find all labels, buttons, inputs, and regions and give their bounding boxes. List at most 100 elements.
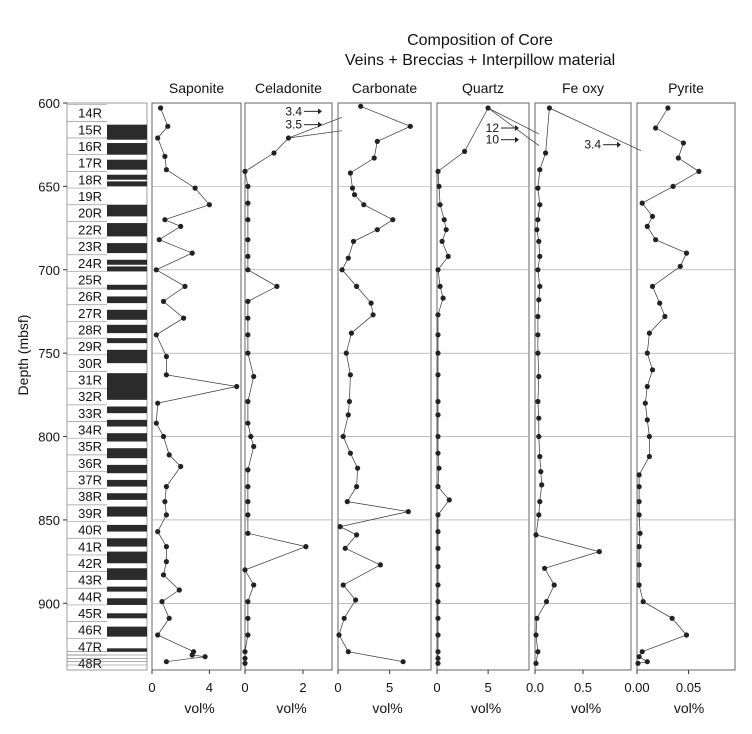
data-point xyxy=(153,267,159,273)
data-point xyxy=(242,649,248,655)
data-point xyxy=(536,433,542,440)
data-point xyxy=(206,202,212,208)
off-scale-arrowhead xyxy=(515,136,519,143)
x-tick-label: 0 xyxy=(433,680,440,695)
off-scale-label: 10 xyxy=(486,133,500,147)
data-point xyxy=(355,465,361,471)
data-point xyxy=(435,655,441,661)
data-point xyxy=(435,529,441,535)
data-point xyxy=(344,499,350,505)
x-axis-label: vol% xyxy=(276,700,306,716)
data-point xyxy=(342,545,348,551)
core-label-22R: 22R xyxy=(78,222,102,237)
data-point xyxy=(653,237,659,243)
data-point xyxy=(354,283,360,289)
data-point xyxy=(677,263,683,269)
data-point xyxy=(670,183,676,189)
off-scale-label: 3.5 xyxy=(285,118,302,132)
recovery-block xyxy=(107,324,147,334)
core-label-26R: 26R xyxy=(78,289,102,304)
data-point xyxy=(696,168,702,174)
core-label-36R: 36R xyxy=(78,456,102,471)
data-point xyxy=(535,649,541,655)
data-point xyxy=(158,105,164,111)
data-point xyxy=(639,200,645,206)
data-point xyxy=(437,202,443,208)
y-tick-label: 600 xyxy=(38,96,60,111)
data-point xyxy=(166,615,172,621)
data-point xyxy=(245,599,251,605)
off-scale-link xyxy=(288,117,343,139)
data-point xyxy=(435,433,441,440)
panel-frame xyxy=(337,102,432,671)
data-point xyxy=(680,140,687,146)
data-point xyxy=(637,530,643,536)
data-point xyxy=(159,599,165,605)
data-point xyxy=(546,105,553,111)
recovery-block xyxy=(107,613,147,619)
data-point xyxy=(435,450,441,456)
recovery-block xyxy=(107,266,147,272)
data-point xyxy=(439,238,445,244)
data-point xyxy=(534,615,540,621)
data-point xyxy=(189,250,195,256)
core-label-39R: 39R xyxy=(78,506,102,521)
data-point xyxy=(251,373,257,380)
data-point xyxy=(435,632,441,638)
recovery-block xyxy=(107,309,147,320)
data-point xyxy=(535,217,541,223)
data-point xyxy=(155,135,161,141)
data-point xyxy=(162,217,168,223)
recovery-block xyxy=(107,259,147,265)
data-point xyxy=(368,300,374,306)
recovery-block xyxy=(107,479,147,487)
panel-title: Pyrite xyxy=(668,80,704,96)
x-tick-label: 0 xyxy=(148,680,155,695)
recovery-block xyxy=(107,159,147,170)
y-tick-label: 700 xyxy=(38,263,60,278)
data-point xyxy=(245,217,251,223)
data-point xyxy=(535,398,541,405)
data-point xyxy=(245,530,251,536)
x-tick-label: 5 xyxy=(484,680,491,695)
data-point xyxy=(347,450,353,456)
data-point xyxy=(536,512,542,518)
recovery-block xyxy=(107,493,147,500)
data-point xyxy=(340,433,346,440)
data-point xyxy=(245,332,251,338)
core-label-30R: 30R xyxy=(78,356,102,371)
core-label-41R: 41R xyxy=(78,539,102,554)
data-point xyxy=(537,202,543,208)
data-point xyxy=(242,168,248,174)
x-tick-label: 5 xyxy=(386,680,393,695)
recovery-block xyxy=(107,524,147,532)
data-point xyxy=(361,202,367,208)
x-tick-label: 0.5 xyxy=(574,680,592,695)
recovery-block xyxy=(107,338,147,344)
x-tick-label: 0.05 xyxy=(676,680,701,695)
data-point xyxy=(346,398,352,405)
data-point xyxy=(337,524,343,530)
recovery-block xyxy=(107,373,147,400)
data-point xyxy=(343,350,349,356)
series-line xyxy=(637,107,700,664)
data-point xyxy=(163,353,169,360)
data-point xyxy=(435,350,441,356)
panel-frame xyxy=(534,102,632,671)
data-point xyxy=(436,465,442,471)
panel-title: Saponite xyxy=(169,80,224,96)
panel-fe-oxy: Fe oxy 0.0 0.5 vol% 3.4 xyxy=(526,80,642,716)
data-point xyxy=(536,415,542,421)
data-point xyxy=(435,660,441,666)
data-point xyxy=(339,267,345,273)
recovery-block xyxy=(107,586,147,592)
core-label-44R: 44R xyxy=(78,589,102,604)
data-point xyxy=(435,649,441,655)
off-scale-label: 12 xyxy=(486,121,500,135)
data-point xyxy=(165,123,171,129)
off-scale-link xyxy=(288,130,343,139)
recovery-block xyxy=(107,568,147,580)
data-point xyxy=(155,529,161,535)
data-point xyxy=(245,350,251,356)
